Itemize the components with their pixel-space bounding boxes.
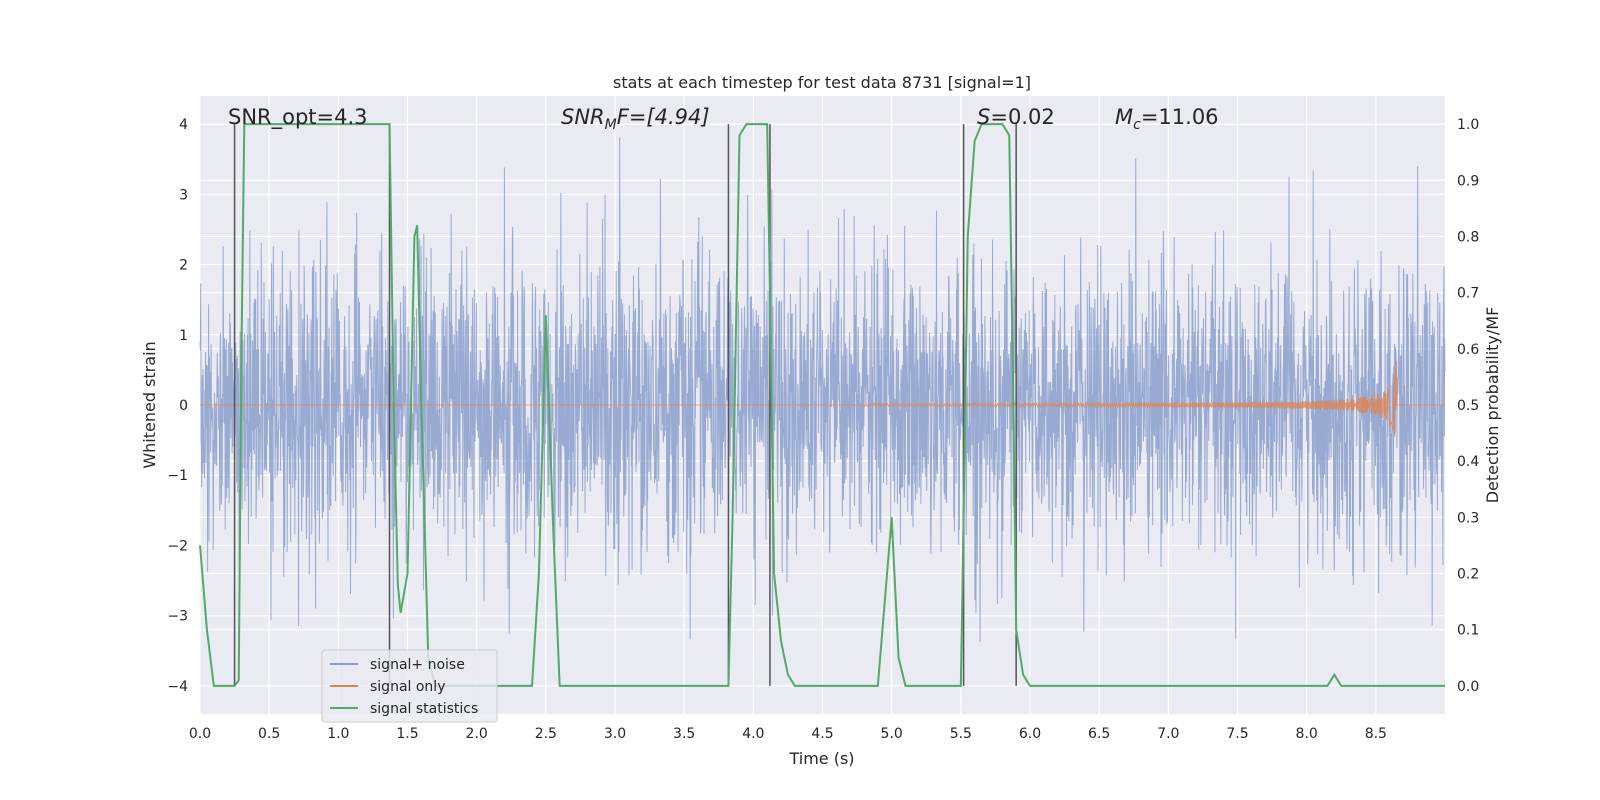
annotation-mc: Mc=11.06 (1115, 105, 1219, 133)
legend-box (321, 649, 498, 723)
annotation-snr-mf-prefix: SNR (561, 105, 605, 129)
annotation-mc-prefix: M (1115, 105, 1133, 129)
x-tick-label: 1.0 (327, 726, 349, 742)
y-tick-label: 0 (179, 398, 188, 414)
x-tick-label: 5.0 (881, 726, 903, 742)
annotation-s-prefix: S (977, 105, 990, 129)
y2-tick-label: 0.9 (1457, 173, 1479, 189)
y-tick-label: 4 (179, 117, 188, 133)
x-tick-label: 8.5 (1365, 726, 1387, 742)
x-axis-label: Time (s) (788, 749, 854, 768)
y2-axis-label: Detection probability/MF (1483, 307, 1502, 504)
legend-label-signal-only: signal only (370, 679, 445, 695)
signal-noise-line (199, 137, 1446, 643)
signal-statistics-line (199, 123, 1445, 687)
legend-label-signal-statistics: signal statistics (370, 701, 478, 717)
y2-tick-label: 0.2 (1457, 567, 1479, 583)
y2-tick-label: 0.5 (1457, 398, 1479, 414)
chart-title: stats at each timestep for test data 873… (613, 73, 1031, 92)
x-tick-label: 0.5 (258, 726, 280, 742)
annotation-snr-mf-suffix: F=[4.94] (617, 105, 710, 129)
x-tick-label: 6.5 (1088, 726, 1110, 742)
y2-axis-ticks: 0.0 0.1 0.2 0.3 0.4 0.5 0.6 0.7 0.8 0.9 1.0 (1457, 117, 1479, 695)
y2-tick-label: 0.3 (1457, 510, 1479, 526)
x-tick-label: 3.0 (604, 726, 626, 742)
y-tick-label: 3 (179, 187, 188, 203)
x-tick-label: 8.0 (1296, 726, 1318, 742)
annotation-s-suffix: =0.02 (990, 105, 1054, 129)
x-tick-label: 5.5 (950, 726, 972, 742)
y-axis-label: Whitened strain (140, 341, 159, 468)
annotation-mc-suffix: =11.06 (1141, 105, 1219, 129)
series-signal-statistics (199, 123, 1445, 687)
y2-tick-label: 0.0 (1457, 679, 1479, 695)
x-tick-label: 1.5 (396, 726, 418, 742)
x-tick-label: 3.5 (673, 726, 695, 742)
y-tick-label: 1 (179, 328, 188, 344)
y-axis-ticks: −4 −3 −2 −1 0 1 2 3 4 (167, 117, 188, 695)
annotation-mc-sub: c (1133, 117, 1141, 133)
x-tick-label: 7.0 (1157, 726, 1179, 742)
series-signal-only (200, 360, 1445, 438)
y2-tick-label: 0.1 (1457, 623, 1479, 639)
y2-tick-label: 1.0 (1457, 117, 1479, 133)
x-tick-label: 2.5 (535, 726, 557, 742)
legend-label-signal-noise: signal+ noise (370, 657, 465, 673)
x-tick-label: 2.0 (466, 726, 488, 742)
y-tick-label: −1 (167, 468, 188, 484)
x-tick-label: 7.5 (1226, 726, 1248, 742)
y2-tick-label: 0.7 (1457, 286, 1479, 302)
y-tick-label: −4 (167, 679, 188, 695)
x-tick-label: 4.0 (742, 726, 764, 742)
x-axis-ticks: 0.0 0.5 1.0 1.5 2.0 2.5 3.0 3.5 4.0 4.5 5.0 5.5 6.0 6… (189, 726, 1387, 742)
signal-only-line (200, 360, 1445, 438)
y-tick-label: −2 (167, 538, 188, 554)
annotation-s: S=0.02 (977, 105, 1055, 129)
y-tick-label: −3 (167, 609, 188, 625)
annotation-snr-opt: SNR_opt=4.3 (228, 105, 368, 130)
annotation-snr-mf: SNRMF=[4.94] (561, 105, 710, 133)
y-tick-label: 2 (179, 258, 188, 274)
annotation-snr-mf-sub: M (605, 117, 617, 133)
legend: signal+ noise signal only signal statist… (321, 649, 498, 723)
series-signal-noise (199, 137, 1446, 643)
x-tick-label: 0.0 (189, 726, 211, 742)
x-tick-label: 6.0 (1019, 726, 1041, 742)
y2-tick-label: 0.8 (1457, 229, 1479, 245)
x-tick-label: 4.5 (811, 726, 833, 742)
y2-tick-label: 0.6 (1457, 342, 1479, 358)
y2-tick-label: 0.4 (1457, 454, 1479, 470)
